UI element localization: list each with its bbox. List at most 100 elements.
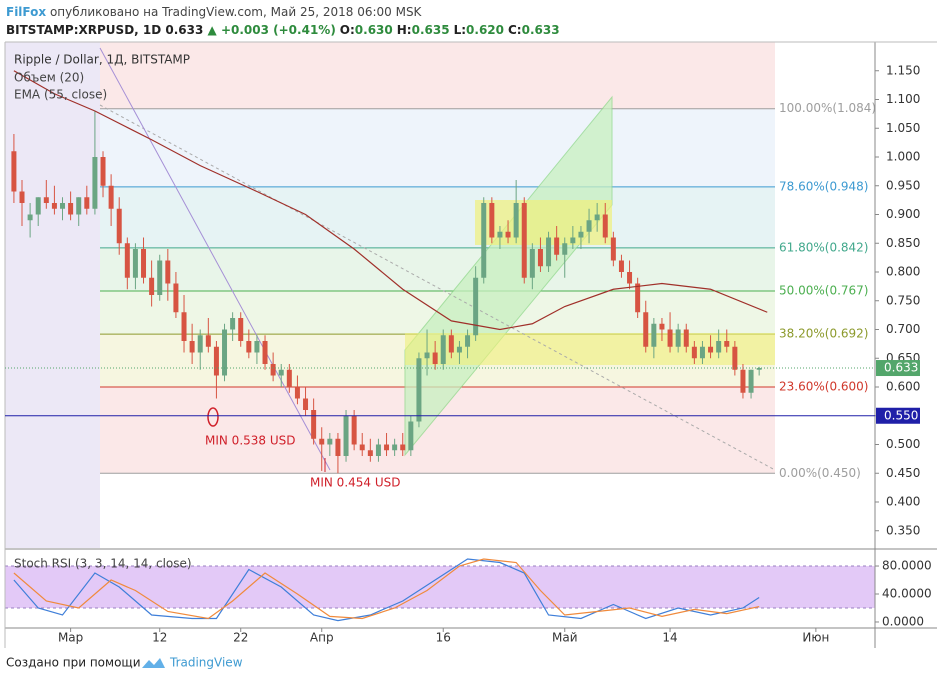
candle-body [683,329,689,347]
candle-body [384,444,390,451]
ema-line [13,70,768,331]
candle-body [43,197,49,203]
header: FilFox опубликовано на TradingView.com, … [6,5,423,19]
candle-body [546,237,552,267]
stoch-line [13,558,760,620]
y-tick-label: 1.150 [886,63,920,77]
ohlc-label: C: [508,23,522,37]
candle-body [602,214,608,238]
candle-body [141,249,147,278]
candle-body [699,346,705,359]
candle-body [748,369,754,393]
fib-label: 50.00%(0.767) [779,283,868,297]
last: 0.633 [165,23,203,37]
candle-body [359,444,365,451]
candle-body [92,157,98,209]
x-tick-label: 12 [152,631,167,645]
y-tick-label: 0.450 [886,466,920,480]
candle-body [448,335,454,353]
candle-body [165,260,171,284]
trend-line [99,47,331,471]
candle-body [116,208,122,244]
y-tick-label: 1.000 [886,150,920,164]
candle-body [578,231,584,238]
y-tick-label: 0.800 [886,265,920,279]
candle-body [286,369,292,387]
y-tick-label: 80.0000 [882,559,932,573]
candle-body [189,341,195,353]
annotation: MIN 0.538 USD [205,434,296,448]
x-tick-label: 22 [233,631,248,645]
ohlc-value: 0.630 [355,23,393,37]
candle-body [100,157,106,186]
candle-body [594,214,600,221]
candle-body [319,438,325,445]
candle-body [84,197,90,209]
candle-body [740,369,746,393]
x-tick-label: Июн [802,631,829,645]
stoch-title: Stoch RSI (3, 3, 14, 14, close) [14,557,192,571]
y-tick-label: 0.850 [886,236,920,250]
candle-body [351,415,357,445]
y-tick-label: 40.0000 [882,587,932,601]
candle-body [375,444,381,456]
candle-body [675,329,681,347]
shade-left [5,42,100,548]
candle-body [708,346,714,353]
ohlc-value: 0.635 [412,23,450,37]
x-tick-label: 16 [436,631,451,645]
candle-body [537,249,543,267]
legend-ema: EMA (55, close) [14,88,107,102]
y-tick-label: 0.900 [886,207,920,221]
candle-body [570,237,576,244]
candle-body [610,237,616,261]
price-tag [876,360,920,377]
fib-label: 100.00%(1.084) [779,101,876,115]
candle-body [11,151,17,192]
ohlc-value: 0.633 [522,23,560,37]
candle-body [335,438,341,456]
candle-body [408,421,414,451]
candle-body [554,237,560,255]
candle-body [424,352,430,359]
footer-text: Создано при помощи [6,656,141,670]
candle-body [51,203,57,209]
author: FilFox [6,5,46,19]
candle-body [440,335,446,364]
price-tag-label: 0.550 [884,408,918,422]
candle-body [456,346,462,353]
candle-body [262,341,268,364]
candle-body [124,243,130,278]
candle-body [205,335,211,347]
candle-body [465,335,471,347]
y-tick-label: 0.950 [886,178,920,192]
footer-brand[interactable]: TradingView [169,656,243,670]
candle-body [732,346,738,370]
x-tick-label: Май [552,631,578,645]
candle-body [254,341,260,353]
candle-body [60,203,66,209]
candle-body [213,346,219,376]
candle-body [181,312,187,341]
x-tick-label: Апр [310,631,334,645]
candle-body [635,283,641,313]
candle-body [667,329,673,347]
candle-body [521,203,527,278]
fib-label: 23.60%(0.600) [779,380,868,394]
candle-body [392,444,398,451]
ohlc-label: L: [454,23,466,37]
candle-body [586,220,592,232]
candle-body [367,450,373,456]
candle-body [157,260,163,295]
y-tick-label: 1.050 [886,121,920,135]
candle-body [497,231,503,238]
candle-body [19,191,25,203]
change: ▲ +0.003 (+0.41%) [208,23,336,37]
ohlc-label: O: [340,23,355,37]
symbol-line: BITSTAMP:XRPUSD, 1D 0.633 ▲ +0.003 (+0.4… [6,23,560,37]
candle-body [68,203,74,215]
candle-body [149,277,155,295]
y-tick-label: 0.0000 [882,614,924,628]
y-tick-label: 0.700 [886,322,920,336]
